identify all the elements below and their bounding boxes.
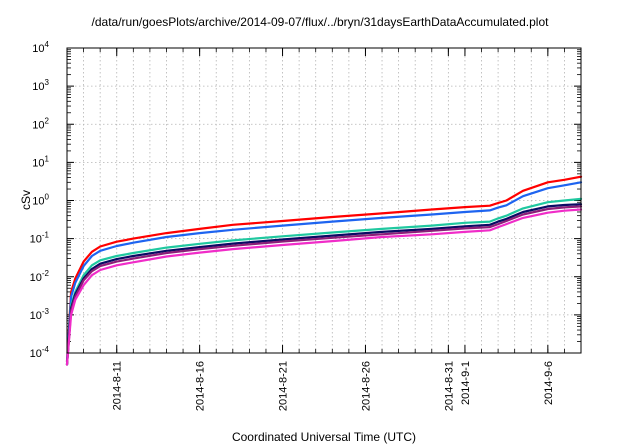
axis-ticks: 10-4 10-3 10-2 10-1 100 101 102 103 104 2014-8-11…: [30, 40, 581, 411]
x-tick-label: 2014-8-16: [195, 361, 207, 411]
series-line-4: [65, 203, 583, 366]
series-line-5: [65, 205, 583, 366]
y-tick-label: 103: [32, 78, 49, 93]
x-tick-label: 2014-9-6: [543, 361, 555, 405]
y-tick-label: 102: [32, 116, 49, 131]
y-tick-label: 100: [32, 193, 49, 208]
y-tick-label: 10-2: [30, 269, 50, 284]
chart-title: /data/run/goesPlots/archive/2014-09-07/f…: [92, 15, 550, 29]
x-tick-label: 2014-8-26: [360, 361, 372, 411]
y-tick-label: 10-4: [30, 345, 50, 360]
x-tick-label: 2014-9-1: [460, 361, 472, 405]
y-tick-label: 10-3: [30, 307, 50, 322]
y-tick-label: 101: [32, 154, 49, 169]
series-line-6: [65, 208, 583, 366]
y-tick-label: 104: [32, 40, 49, 55]
x-tick-label: 2014-8-11: [112, 361, 124, 410]
x-axis-label: Coordinated Universal Time (UTC): [232, 430, 416, 444]
series-line-1: [65, 175, 583, 363]
plot-frame: [66, 47, 582, 354]
series-line-3: [65, 197, 583, 366]
y-tick-label: 10-1: [30, 231, 50, 246]
series-lines: [65, 175, 583, 366]
series-line-2: [65, 181, 583, 363]
y-axis-label: cSv: [19, 190, 33, 210]
x-tick-label: 2014-8-21: [278, 361, 290, 411]
x-tick-label: 2014-8-31: [443, 361, 455, 411]
